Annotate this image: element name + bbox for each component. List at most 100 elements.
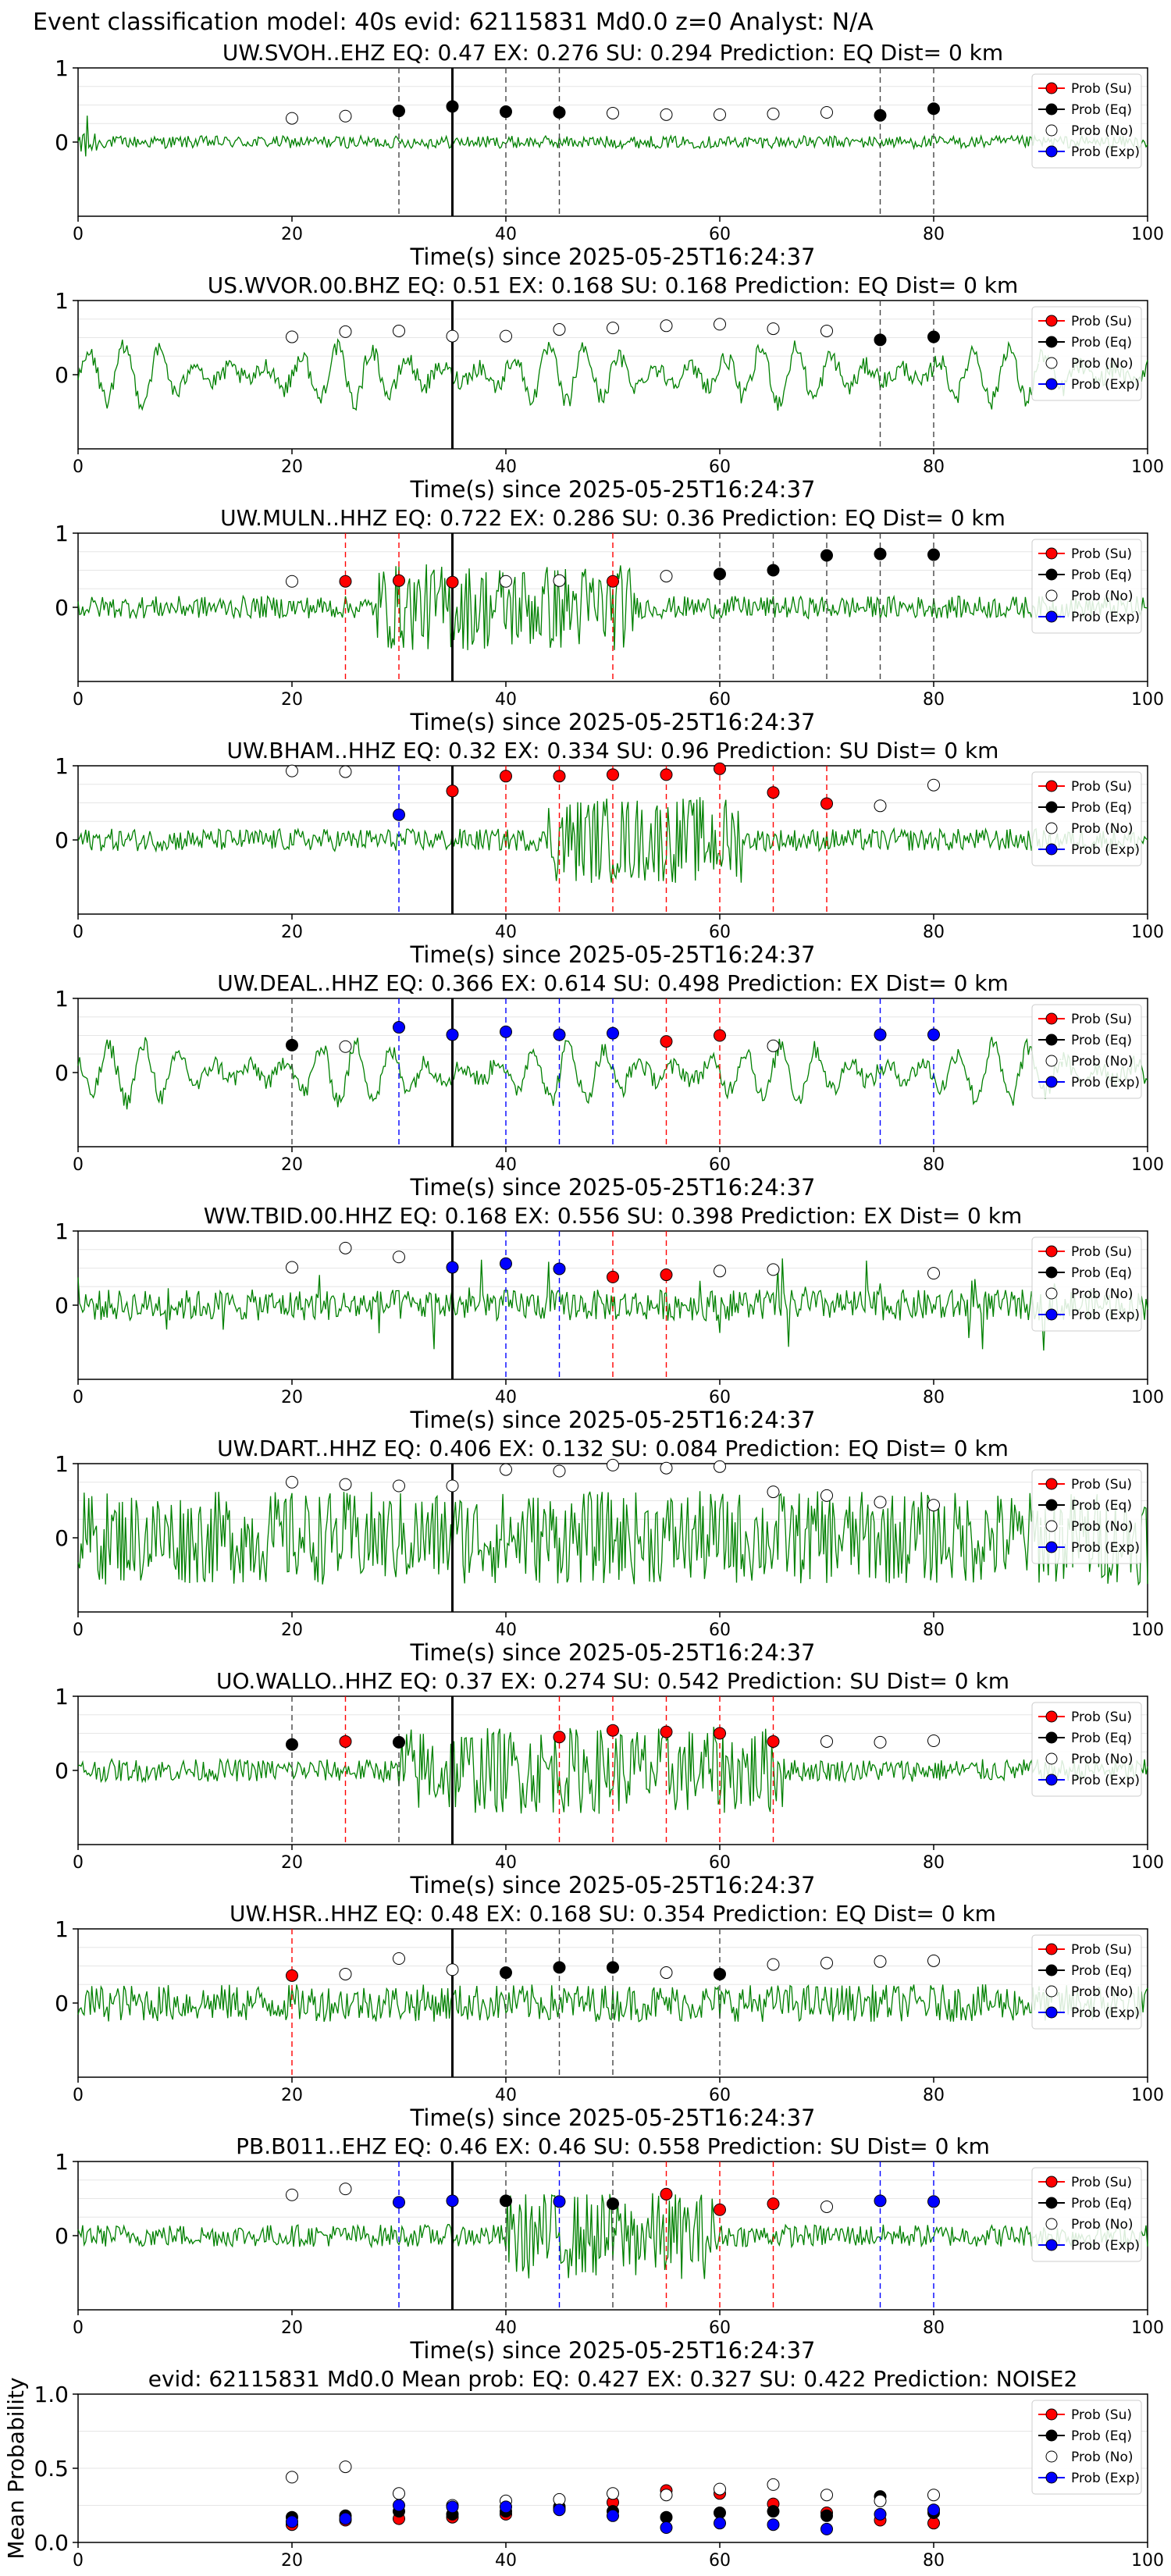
panel-title: UW.BHAM..HHZ EQ: 0.32 EX: 0.334 SU: 0.96… (227, 738, 999, 763)
x-tick-label: 60 (709, 923, 731, 942)
legend-label: Prob (Exp) (1071, 842, 1140, 858)
legend-marker (1045, 1478, 1058, 1490)
prob-point (286, 112, 298, 125)
mean-prob-point (607, 2487, 619, 2500)
prob-point (714, 1727, 726, 1740)
prob-point (553, 1028, 566, 1041)
legend: Prob (Su) Prob (Eq) Prob (No) Prob (Exp) (1031, 1702, 1142, 1797)
prob-point (446, 575, 459, 589)
legend-marker (1045, 2006, 1058, 2019)
y-tick-label: 1 (55, 1219, 69, 1244)
legend-marker (1045, 2197, 1058, 2209)
x-tick-label: 100 (1131, 2551, 1164, 2571)
legend-marker (1045, 1055, 1058, 1067)
legend-marker (1045, 822, 1058, 834)
legend-label: Prob (Exp) (1071, 2471, 1140, 2486)
legend-marker (1045, 1076, 1058, 1088)
station-panel: UW.DART..HHZ EQ: 0.406 EX: 0.132 SU: 0.0… (55, 1436, 1164, 1666)
legend-label: Prob (Su) (1071, 546, 1132, 562)
x-tick-label: 40 (495, 1621, 517, 1640)
legend-marker (1045, 1985, 1058, 1998)
prob-point (500, 1257, 512, 1270)
prob-point (874, 1955, 887, 1968)
prob-point (446, 2194, 459, 2208)
prob-point (927, 548, 940, 561)
station-panel: WW.TBID.00.HHZ EQ: 0.168 EX: 0.556 SU: 0… (55, 1203, 1164, 1433)
station-panel: PB.B011..EHZ EQ: 0.46 EX: 0.46 SU: 0.558… (55, 2133, 1164, 2364)
prob-point (660, 570, 673, 583)
prob-point (660, 1725, 673, 1738)
prob-point (553, 1731, 566, 1744)
legend-label: Prob (Exp) (1071, 1308, 1140, 1323)
prob-point (714, 1029, 726, 1042)
prob-point (874, 109, 887, 122)
y-tick-label: 1 (55, 1451, 69, 1477)
x-axis-label: Time(s) since 2025-05-25T16:24:37 (410, 1872, 816, 1898)
y-tick-label: 1 (55, 753, 69, 779)
x-tick-label: 20 (281, 1388, 303, 1407)
legend-marker (1045, 124, 1058, 137)
prob-point (286, 1738, 298, 1751)
legend-label: Prob (No) (1071, 1519, 1134, 1535)
y-axis-label: Mean Probability (3, 2377, 29, 2559)
x-tick-label: 100 (1131, 1853, 1164, 1873)
legend-marker (1045, 568, 1058, 581)
x-tick-label: 80 (923, 1155, 945, 1175)
mean-prob-point (927, 2489, 940, 2502)
legend-marker (1045, 610, 1058, 623)
y-tick-label: 0.0 (34, 2530, 69, 2556)
x-tick-label: 60 (709, 225, 731, 244)
legend-box (1031, 1469, 1142, 1564)
prob-point (339, 1735, 352, 1748)
waveform-trace (77, 1727, 1148, 1814)
legend: Prob (Su) Prob (Eq) Prob (No) Prob (Exp) (1031, 306, 1142, 401)
panel-title: UW.DART..HHZ EQ: 0.406 EX: 0.132 SU: 0.0… (217, 1436, 1009, 1461)
legend-box (1031, 1236, 1142, 1332)
y-tick-label: 1 (55, 2149, 69, 2175)
legend-marker (1045, 378, 1058, 390)
mean-prob-point (767, 2478, 780, 2491)
prob-point (767, 1039, 780, 1052)
prob-point (446, 1963, 459, 1976)
x-tick-label: 100 (1131, 225, 1164, 244)
mean-prob-point (767, 2505, 780, 2518)
x-tick-label: 80 (923, 2551, 945, 2571)
legend-label: Prob (Eq) (1071, 2428, 1132, 2444)
x-tick-label: 60 (709, 2318, 731, 2338)
figure-suptitle: Event classification model: 40s evid: 62… (33, 9, 874, 36)
x-tick-label: 0 (73, 2551, 84, 2571)
x-tick-label: 20 (281, 1853, 303, 1873)
legend-marker (1045, 589, 1058, 602)
x-tick-label: 100 (1131, 1388, 1164, 1407)
prob-point (553, 2195, 566, 2208)
legend-label: Prob (No) (1071, 2217, 1134, 2233)
legend-marker (1045, 1943, 1058, 1955)
prob-point (446, 100, 459, 113)
prob-point (500, 1025, 512, 1038)
legend-marker (1045, 1287, 1058, 1300)
x-axis-label: Time(s) since 2025-05-25T16:24:37 (410, 2337, 816, 2364)
x-tick-label: 0 (73, 1155, 84, 1175)
legend-box (1031, 1004, 1142, 1099)
prob-point (874, 1496, 887, 1509)
legend-marker (1045, 1520, 1058, 1532)
prob-point (927, 330, 940, 343)
legend-marker (1045, 1034, 1058, 1046)
prob-point (607, 1458, 619, 1471)
legend: Prob (Su) Prob (Eq) Prob (No) Prob (Exp) (1031, 1934, 1142, 2030)
legend-label: Prob (No) (1071, 1054, 1134, 1069)
legend: Prob (Su) Prob (Eq) Prob (No) Prob (Exp) (1031, 539, 1142, 634)
x-tick-label: 80 (923, 923, 945, 942)
y-tick-label: 1 (55, 1916, 69, 1942)
x-axis-label: Time(s) since 2025-05-25T16:24:37 (410, 1639, 816, 1666)
mean-prob-point (820, 2489, 833, 2502)
mean-prob-point (339, 2460, 352, 2474)
prob-point (553, 106, 566, 119)
x-tick-label: 0 (73, 923, 84, 942)
mean-prob-point (286, 2515, 298, 2528)
prob-point (927, 2195, 940, 2208)
mean-prob-point (500, 2500, 512, 2514)
prob-point (767, 1958, 780, 1971)
prob-point (286, 575, 298, 588)
